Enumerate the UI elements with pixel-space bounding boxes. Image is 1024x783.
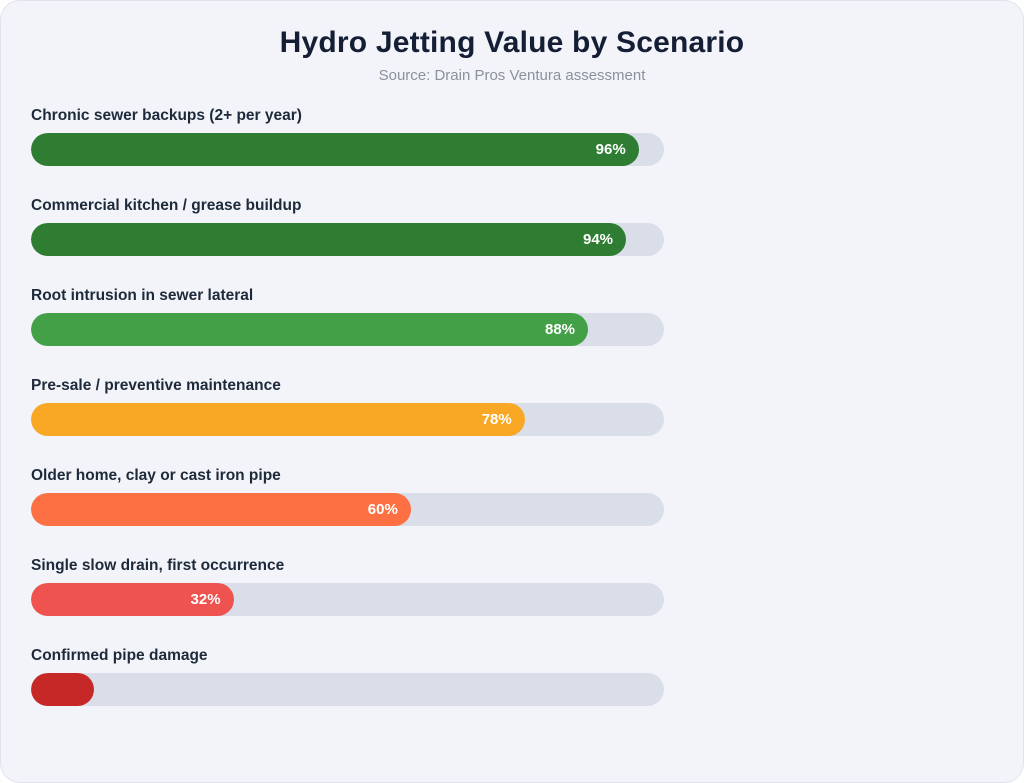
bar-fill: 94% bbox=[31, 223, 627, 256]
bar-track bbox=[31, 673, 664, 706]
bar-fill bbox=[31, 673, 95, 706]
bar-fill: 60% bbox=[31, 493, 411, 526]
bar-track: 60% bbox=[31, 493, 664, 526]
bar-category-label: Single slow drain, first occurrence bbox=[31, 557, 285, 574]
bar-row: Root intrusion in sewer lateral 88% bbox=[31, 286, 664, 346]
bar-category-label: Pre-sale / preventive maintenance bbox=[31, 377, 281, 394]
bar-row: Confirmed pipe damage bbox=[31, 646, 664, 706]
bar-row: Commercial kitchen / grease buildup 94% bbox=[31, 196, 664, 256]
bar-category-label: Commercial kitchen / grease buildup bbox=[31, 197, 302, 214]
bar-value-label: 96% bbox=[595, 141, 626, 158]
bar-value-label: 78% bbox=[481, 411, 512, 428]
bar-value-label: 94% bbox=[582, 231, 614, 248]
bar-category-label: Root intrusion in sewer lateral bbox=[31, 287, 254, 304]
chart-title: Hydro Jetting Value by Scenario bbox=[279, 26, 745, 59]
bar-value-label: 32% bbox=[190, 591, 221, 608]
bar-value-label: 88% bbox=[545, 321, 576, 338]
bar-category-label: Chronic sewer backups (2+ per year) bbox=[31, 107, 302, 124]
bar-category-label: Older home, clay or cast iron pipe bbox=[31, 467, 281, 484]
bar-track: 88% bbox=[31, 313, 664, 346]
bar-track: 94% bbox=[31, 223, 664, 256]
bar-track: 32% bbox=[31, 583, 664, 616]
bar-fill: 96% bbox=[31, 133, 639, 166]
bar-fill: 32% bbox=[31, 583, 234, 616]
bars-container: Chronic sewer backups (2+ per year) 96% … bbox=[31, 106, 664, 706]
bar-row: Chronic sewer backups (2+ per year) 96% bbox=[31, 106, 664, 166]
bar-track: 78% bbox=[31, 403, 664, 436]
bar-value-label: 60% bbox=[367, 501, 398, 518]
bar-fill: 88% bbox=[31, 313, 589, 346]
bar-category-label: Confirmed pipe damage bbox=[31, 647, 208, 664]
bar-row: Pre-sale / preventive maintenance 78% bbox=[31, 376, 664, 436]
bar-row: Single slow drain, first occurrence 32% bbox=[31, 556, 664, 616]
bar-row: Older home, clay or cast iron pipe 60% bbox=[31, 466, 664, 526]
bar-fill: 78% bbox=[31, 403, 525, 436]
chart-subtitle: Source: Drain Pros Ventura assessment bbox=[378, 67, 646, 84]
bar-track: 96% bbox=[31, 133, 664, 166]
